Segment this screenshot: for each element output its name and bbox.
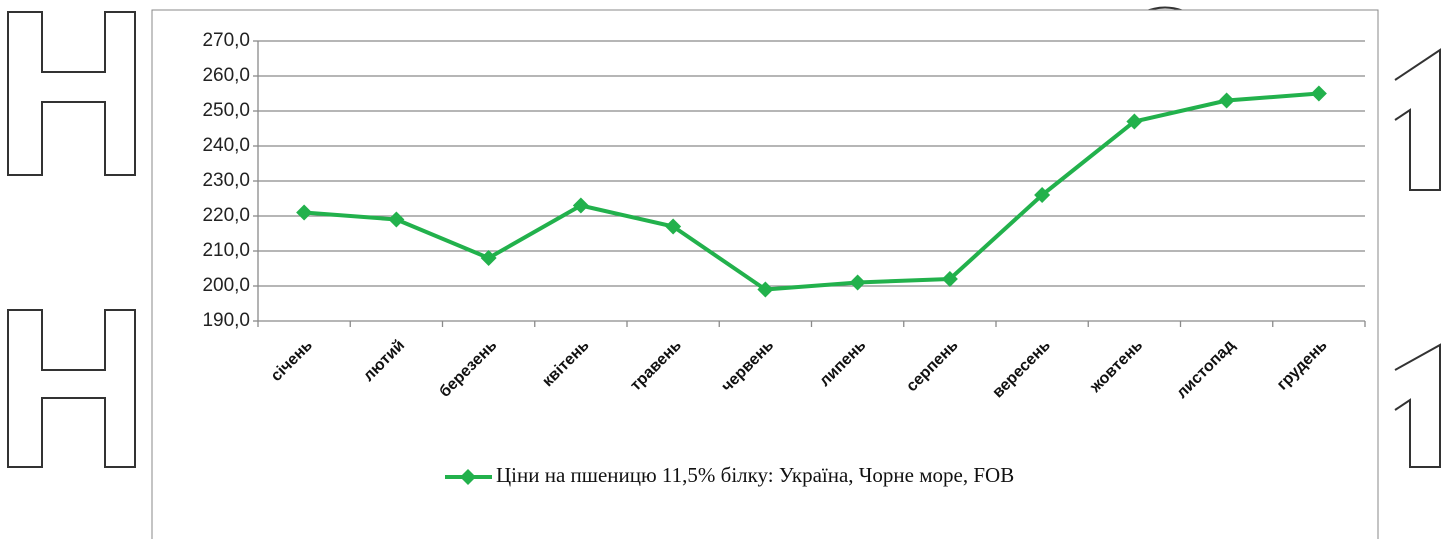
point [941, 271, 958, 287]
y-tick-label: 190,0 [202, 310, 250, 331]
series-line [303, 91, 1320, 292]
point [757, 281, 774, 298]
point [665, 218, 682, 235]
y-tick-label: 260,0 [202, 65, 250, 86]
point [1126, 113, 1143, 130]
legend-label: Ціни на пшеницю 11,5% білку: Україна, Чо… [496, 463, 1014, 487]
y-tick-label: 230,0 [202, 170, 250, 191]
y-tick-label: 210,0 [202, 240, 250, 261]
point [480, 250, 497, 266]
chart-frame [151, 9, 1379, 539]
y-tick-label: 200,0 [202, 275, 250, 296]
y-tick-label: 250,0 [202, 100, 250, 121]
point [572, 197, 589, 214]
point [1218, 92, 1235, 109]
point [849, 274, 866, 291]
point [388, 211, 405, 228]
y-tick-label: 220,0 [202, 205, 250, 226]
point [1034, 187, 1051, 203]
y-tick-label: 270,0 [202, 30, 250, 51]
point [296, 204, 313, 221]
legend-marker [460, 469, 476, 485]
point [1310, 85, 1327, 102]
y-tick-label: 240,0 [202, 135, 250, 156]
